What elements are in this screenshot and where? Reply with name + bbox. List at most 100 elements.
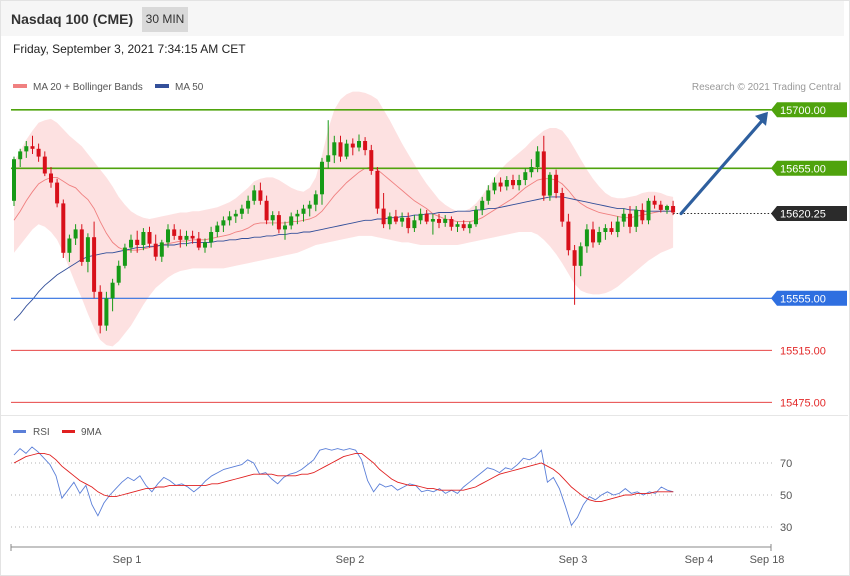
- rsi-line: [13, 446, 674, 527]
- candle-body: [135, 239, 140, 245]
- rsi-ma-line: [13, 452, 674, 502]
- candle-body: [166, 229, 170, 243]
- candle-body: [609, 228, 614, 232]
- panel-separator: [1, 415, 848, 416]
- candles-layer: [12, 120, 676, 334]
- rsi-legend-swatch: [13, 430, 26, 433]
- candle-body: [172, 229, 177, 236]
- candle-body: [61, 203, 66, 253]
- candle-body: [246, 200, 251, 209]
- candle-body: [258, 190, 263, 201]
- level-label-15475.00: 15475.00: [780, 397, 826, 409]
- candle-body: [480, 200, 485, 210]
- ma20-legend-label: MA 20 + Bollinger Bands: [33, 82, 143, 93]
- candle-body: [85, 237, 90, 262]
- candle-body: [511, 180, 515, 186]
- candle-body: [178, 235, 183, 240]
- candle-body: [461, 224, 466, 229]
- level-labels-layer: 15700.00 15655.00 15620.25 15555.00 15515.00…: [679, 102, 847, 409]
- chart-header: Nasdaq 100 (CME) 30 MIN: [1, 1, 844, 36]
- candle-body: [621, 213, 626, 222]
- candle-body: [572, 250, 577, 266]
- projection-arrow-line: [679, 119, 764, 216]
- candle-body: [671, 206, 676, 213]
- level-label-15620.25: 15620.25: [780, 209, 826, 221]
- timestamp: Friday, September 3, 2021 7:34:15 AM CET: [13, 42, 246, 56]
- rsi-layer: 70 50 30: [11, 446, 792, 534]
- candle-body: [400, 217, 405, 222]
- candle-body: [203, 242, 207, 248]
- candle-body: [270, 215, 275, 221]
- candle-body: [320, 161, 324, 195]
- candle-body: [634, 209, 639, 227]
- candle-body: [535, 151, 540, 167]
- candle-body: [67, 238, 72, 253]
- main-legend: MA 20 + Bollinger Bands MA 50 Research ©…: [13, 82, 841, 93]
- candle-body: [393, 216, 398, 222]
- candle-body: [12, 159, 16, 201]
- level-label-15655.00: 15655.00: [780, 163, 826, 175]
- candle-body: [597, 232, 602, 243]
- x-tick-label-sep-4: Sep 4: [685, 554, 714, 566]
- rsi-tick-30: 30: [780, 522, 792, 534]
- candle-body: [129, 239, 133, 248]
- candle-body: [652, 200, 657, 205]
- candle-body: [554, 174, 559, 193]
- candle-body: [474, 209, 478, 225]
- candle-body: [98, 291, 103, 326]
- timeframe-button[interactable]: 30 MIN: [142, 7, 188, 32]
- rsi-tick-70: 70: [780, 458, 792, 470]
- candle-body: [504, 180, 509, 187]
- credit-text: Research © 2021 Trading Central: [692, 82, 841, 93]
- candle-body: [301, 208, 306, 214]
- candle-body: [233, 213, 238, 217]
- candle-body: [363, 141, 368, 151]
- bollinger-band: [14, 91, 674, 347]
- candle-body: [153, 243, 158, 257]
- candle-body: [369, 150, 374, 171]
- candle-body: [326, 155, 331, 162]
- candle-body: [430, 219, 435, 222]
- candle-body: [147, 232, 152, 244]
- candle-body: [295, 213, 300, 217]
- candle-body: [658, 204, 663, 210]
- candle-body: [467, 224, 472, 229]
- candle-body: [110, 282, 115, 299]
- candle-body: [92, 237, 97, 292]
- x-tick-label-sep-1: Sep 1: [113, 554, 142, 566]
- candle-body: [227, 216, 232, 221]
- candle-body: [36, 148, 41, 157]
- rsi-legend: RSI 9MA: [13, 427, 102, 438]
- candle-body: [283, 225, 287, 230]
- candle-body: [122, 247, 127, 266]
- ma50-legend-swatch: [155, 84, 169, 88]
- x-tick-label-sep-18: Sep 18: [750, 554, 785, 566]
- candle-body: [307, 204, 312, 209]
- rsi-ma-legend-swatch: [62, 430, 75, 433]
- level-tag-15555.00: [771, 290, 847, 306]
- candle-body: [159, 242, 164, 257]
- candle-body: [381, 208, 386, 225]
- candle-body: [603, 228, 608, 232]
- candle-body: [332, 142, 337, 156]
- candle-body: [196, 238, 201, 248]
- candle-body: [55, 182, 60, 204]
- candle-body: [215, 225, 220, 232]
- ma50-legend-label: MA 50: [175, 82, 204, 93]
- candle-body: [141, 232, 146, 245]
- candle-body: [313, 194, 318, 205]
- level-label-15555.00: 15555.00: [780, 293, 826, 305]
- candle-body: [49, 173, 53, 183]
- candle-body: [541, 151, 546, 196]
- candle-body: [338, 142, 343, 157]
- level-tag-15655.00: [771, 160, 847, 176]
- candle-body: [529, 167, 534, 173]
- level-label-15700.00: 15700.00: [780, 105, 826, 117]
- candle-body: [375, 170, 380, 209]
- candle-body: [646, 200, 651, 221]
- candle-body: [357, 141, 361, 148]
- candle-body: [387, 216, 392, 225]
- x-tick-label-sep-2: Sep 2: [336, 554, 365, 566]
- rsi-tick-50: 50: [780, 490, 792, 502]
- candle-body: [591, 229, 595, 243]
